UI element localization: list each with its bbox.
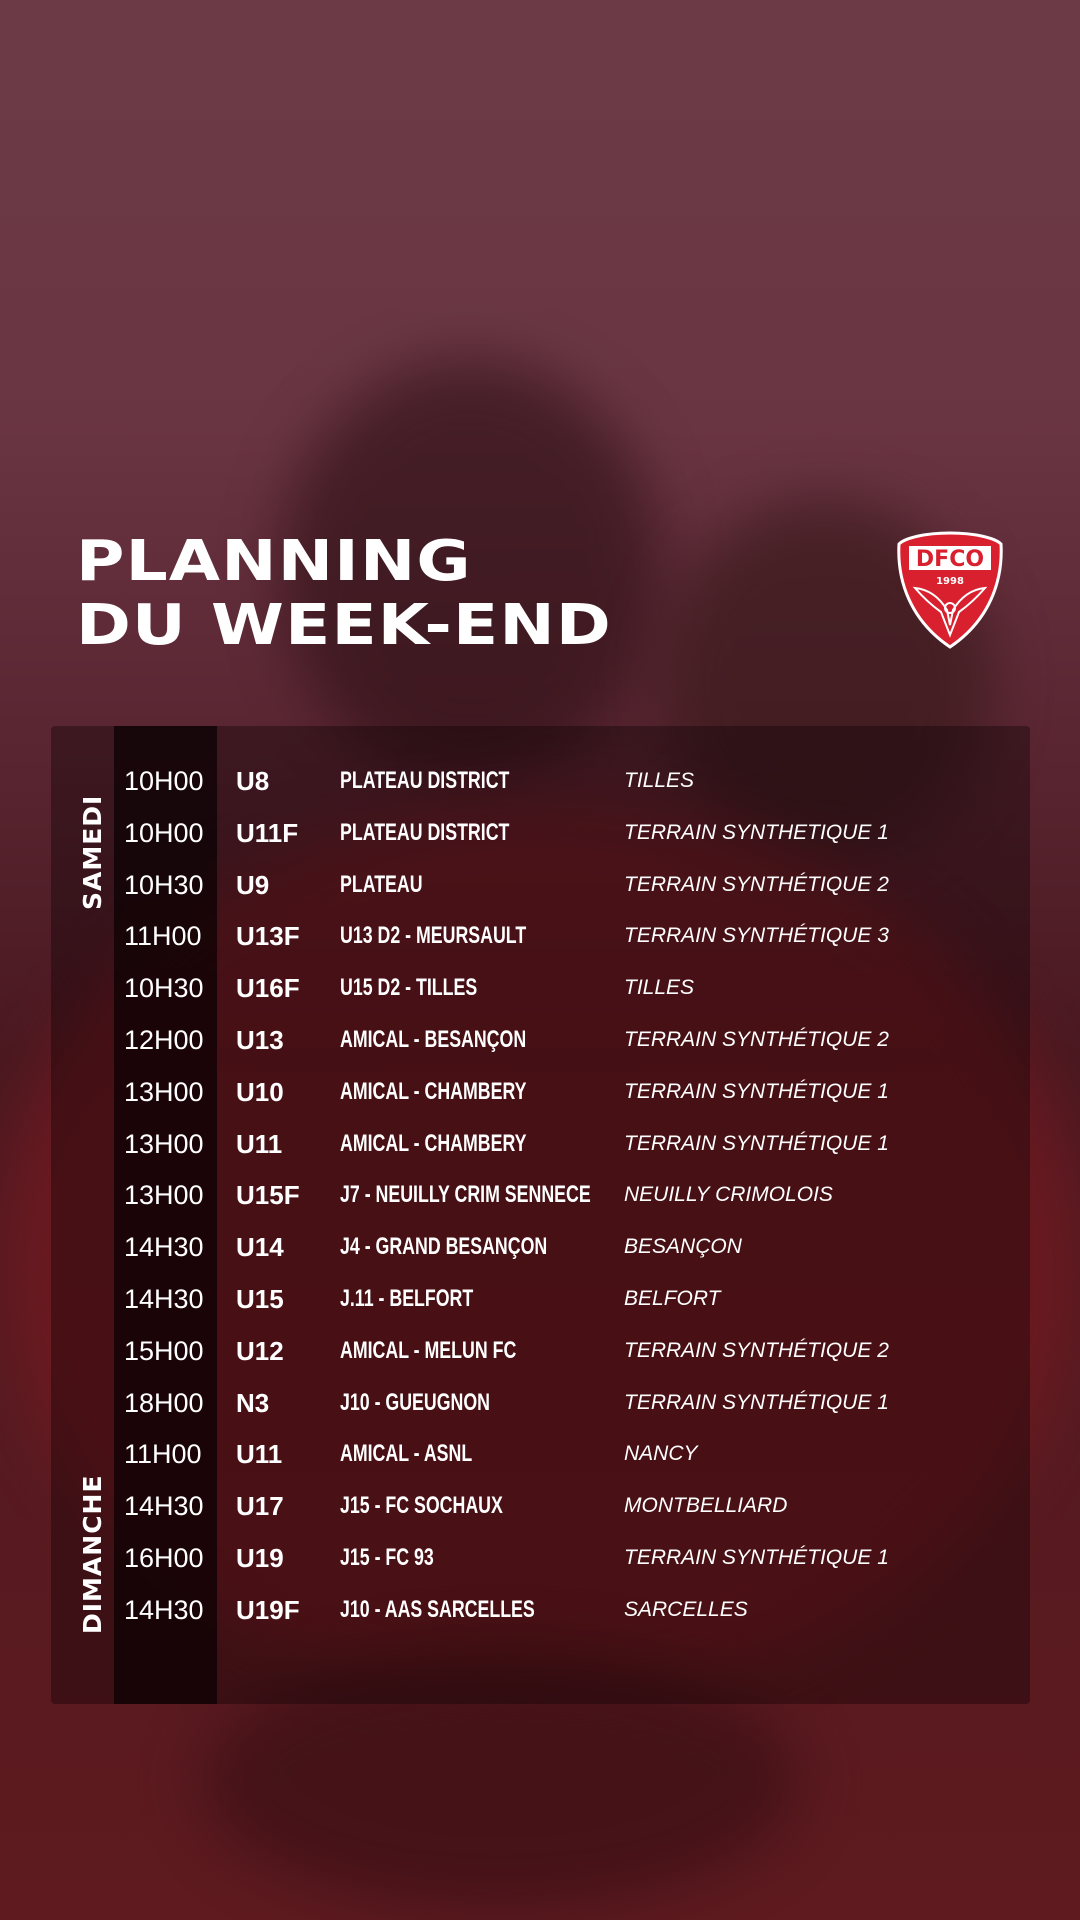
match-time: 13H00 (124, 1180, 204, 1211)
match-name: PLATEAU DISTRICT (340, 767, 510, 794)
match-time: 10H30 (124, 973, 204, 1004)
schedule-row: 11H00 U11 AMICAL - ASNL NANCY (0, 1434, 1080, 1474)
match-name: J7 - NEUILLY CRIM SENNECE (340, 1181, 591, 1209)
schedule-row: 13H00 U15F J7 - NEUILLY CRIM SENNECE NEUILL… (0, 1175, 1080, 1215)
match-time: 10H00 (124, 817, 204, 848)
schedule-row: 16H00 U19 J15 - FC 93 TERRAIN SYNTHÉTIQUE 1 (0, 1538, 1080, 1578)
match-name: PLATEAU DISTRICT (340, 818, 510, 846)
match-time: 14H30 (124, 1491, 204, 1522)
team-category: U17 (236, 1491, 284, 1522)
match-time: 15H00 (124, 1335, 204, 1366)
schedule-row: 11H00 U13F U13 D2 - MEURSAULT TERRAIN SYNTH… (0, 916, 1080, 956)
svg-text:1998: 1998 (936, 576, 964, 587)
team-category: N3 (236, 1387, 270, 1418)
schedule-row: 12H00 U13 AMICAL - BESANÇON TERRAIN SYNTHÉT… (0, 1020, 1080, 1060)
match-name: AMICAL - BESANÇON (340, 1026, 527, 1053)
match-name: J4 - GRAND BESANÇON (340, 1233, 548, 1261)
team-category: U15 (236, 1284, 284, 1314)
match-venue: TILLES (624, 976, 695, 1000)
team-category: U9 (236, 869, 270, 900)
team-category: U16F (236, 973, 300, 1004)
match-time: 13H00 (124, 1076, 204, 1107)
match-venue: TERRAIN SYNTHETIQUE 1 (624, 820, 889, 844)
schedule-row: 18H00 N3 J10 - GUEUGNON TERRAIN SYNTHÉTIQUE… (0, 1383, 1080, 1423)
schedule-row: 13H00 U10 AMICAL - CHAMBERY TERRAIN SYNTHÉT… (0, 1072, 1080, 1112)
match-venue: TERRAIN SYNTHÉTIQUE 1 (624, 1546, 889, 1569)
background-photo-player-left (280, 360, 660, 780)
match-time: 12H00 (124, 1025, 204, 1055)
match-time: 16H00 (124, 1543, 204, 1573)
schedule-row: 10H30 U9 PLATEAU TERRAIN SYNTHÉTIQUE 2 (0, 865, 1080, 905)
team-category: U13F (236, 921, 300, 952)
team-category: U14 (236, 1232, 284, 1263)
schedule-row: 10H30 U16F U15 D2 - TILLES TILLES (0, 968, 1080, 1008)
match-venue: NANCY (624, 1442, 698, 1466)
schedule-row: 15H00 U12 AMICAL - MELUN FC TERRAIN SYNTHÉT… (0, 1331, 1080, 1371)
match-time: 13H00 (124, 1128, 204, 1159)
match-name: J15 - FC SOCHAUX (340, 1492, 503, 1520)
dfco-club-logo: DFCO 1998 (897, 531, 1003, 649)
match-time: 10H00 (124, 766, 204, 796)
match-name: AMICAL - ASNL (340, 1440, 473, 1468)
match-venue: MONTBELLIARD (624, 1494, 788, 1518)
team-category: U11F (236, 817, 299, 848)
schedule-row: 10H00 U11F PLATEAU DISTRICT TERRAIN SYNTHET… (0, 813, 1080, 853)
svg-text:DFCO: DFCO (916, 547, 984, 572)
schedule-row: 14H30 U17 J15 - FC SOCHAUX MONTBELLIARD (0, 1486, 1080, 1526)
match-time: 14H30 (124, 1232, 204, 1263)
match-venue: TILLES (624, 769, 695, 792)
schedule-row: 10H00 U8 PLATEAU DISTRICT TILLES (0, 761, 1080, 801)
match-name: U15 D2 - TILLES (340, 974, 478, 1002)
match-venue: BELFORT (624, 1287, 721, 1310)
schedule-row: 14H30 U15 J.11 - BELFORT BELFORT (0, 1279, 1080, 1319)
team-category: U11 (236, 1128, 283, 1159)
match-time: 11H00 (124, 921, 202, 952)
title-line-2: DU WEEK-END (76, 593, 612, 658)
match-time: 18H00 (124, 1387, 204, 1418)
match-venue: TERRAIN SYNTHÉTIQUE 3 (624, 924, 889, 948)
team-category: U19 (236, 1543, 284, 1573)
day-column (114, 726, 217, 1704)
schedule-row: 13H00 U11 AMICAL - CHAMBERY TERRAIN SYNTHÉT… (0, 1124, 1080, 1164)
team-category: U11 (236, 1439, 283, 1470)
match-name: AMICAL - CHAMBERY (340, 1129, 527, 1157)
team-category: U12 (236, 1335, 284, 1366)
match-time: 10H30 (124, 869, 204, 900)
match-name: J10 - GUEUGNON (340, 1388, 491, 1416)
title-line-1: PLANNING (76, 529, 472, 594)
match-venue: SARCELLES (624, 1597, 748, 1621)
team-category: U13 (236, 1025, 284, 1055)
schedule-row: 14H30 U14 J4 - GRAND BESANÇON BESANÇON (0, 1227, 1080, 1267)
match-name: J10 - AAS SARCELLES (340, 1595, 535, 1623)
match-name: J.11 - BELFORT (340, 1285, 474, 1312)
match-time: 14H30 (124, 1594, 204, 1625)
match-name: AMICAL - MELUN FC (340, 1336, 517, 1364)
match-time: 11H00 (124, 1439, 202, 1470)
match-venue: TERRAIN SYNTHÉTIQUE 2 (624, 1338, 889, 1362)
match-venue: TERRAIN SYNTHÉTIQUE 2 (624, 872, 889, 896)
match-name: AMICAL - CHAMBERY (340, 1077, 527, 1105)
match-venue: TERRAIN SYNTHÉTIQUE 1 (624, 1079, 889, 1103)
background-photo-arm (200, 1650, 800, 1910)
match-venue: TERRAIN SYNTHÉTIQUE 2 (624, 1028, 889, 1051)
schedule-row: 14H30 U19F J10 - AAS SARCELLES SARCELLES (0, 1590, 1080, 1630)
match-time: 14H30 (124, 1284, 204, 1314)
match-venue: TERRAIN SYNTHÉTIQUE 1 (624, 1390, 889, 1414)
match-name: J15 - FC 93 (340, 1544, 434, 1571)
match-venue: TERRAIN SYNTHÉTIQUE 1 (624, 1131, 889, 1155)
page-title: PLANNING DU WEEK-END (76, 530, 612, 658)
match-venue: BESANÇON (624, 1235, 742, 1259)
match-name: PLATEAU (340, 870, 423, 898)
match-name: U13 D2 - MEURSAULT (340, 922, 527, 950)
match-venue: NEUILLY CRIMOLOIS (624, 1183, 833, 1207)
team-category: U19F (236, 1594, 300, 1625)
team-category: U10 (236, 1076, 284, 1107)
team-category: U8 (236, 766, 270, 796)
team-category: U15F (236, 1180, 300, 1211)
